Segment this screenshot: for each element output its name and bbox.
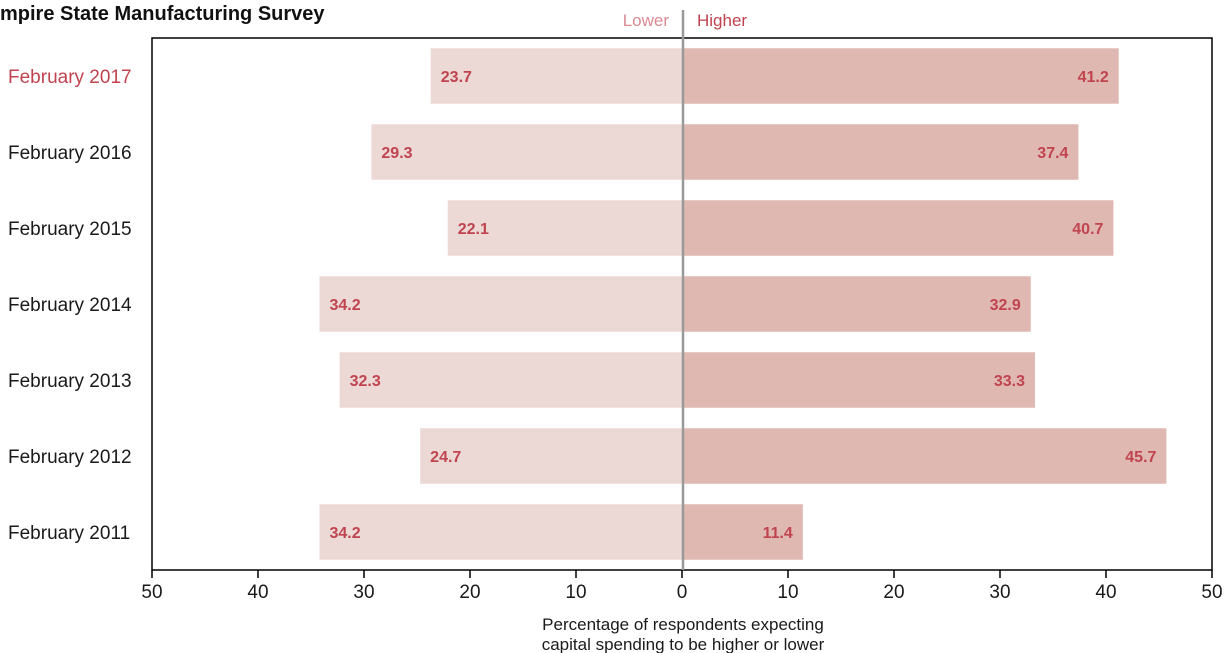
category-label: February 2011 bbox=[8, 523, 130, 544]
bar-higher bbox=[682, 276, 1031, 332]
bars-layer: 23.7 41.2 29.3 37.4 22.1 40.7 34.2 32.9 32.3 33.3… bbox=[319, 48, 1167, 560]
bar-lower bbox=[319, 504, 682, 560]
value-label-higher: 33.3 bbox=[994, 373, 1025, 390]
bar-higher bbox=[682, 504, 803, 560]
value-label-higher: 32.9 bbox=[990, 297, 1021, 314]
value-label-higher: 40.7 bbox=[1072, 221, 1103, 238]
x-tick-label: 10 bbox=[565, 582, 586, 603]
category-label: February 2016 bbox=[8, 143, 132, 164]
bar-lower bbox=[430, 48, 682, 104]
category-label: February 2013 bbox=[8, 371, 132, 392]
value-label-lower: 23.7 bbox=[441, 69, 472, 86]
bar-lower bbox=[339, 352, 682, 408]
category-label: February 2014 bbox=[8, 295, 132, 316]
x-tick-label: 10 bbox=[777, 582, 798, 603]
x-tick-label: 30 bbox=[353, 582, 374, 603]
value-label-lower: 32.3 bbox=[350, 373, 381, 390]
bar-lower bbox=[319, 276, 682, 332]
x-tick-label: 0 bbox=[677, 582, 688, 603]
x-tick-label: 50 bbox=[141, 582, 162, 603]
category-label: February 2015 bbox=[8, 219, 132, 240]
bar-higher bbox=[682, 352, 1035, 408]
value-label-lower: 29.3 bbox=[381, 145, 412, 162]
category-label: February 2017 bbox=[8, 67, 132, 88]
bar-higher bbox=[682, 428, 1167, 484]
x-axis-label-line-2: capital spending to be higher or lower bbox=[542, 635, 825, 653]
value-label-higher: 41.2 bbox=[1078, 69, 1109, 86]
x-tick-label: 40 bbox=[247, 582, 268, 603]
bar-higher bbox=[682, 124, 1079, 180]
x-tick-label: 50 bbox=[1201, 582, 1222, 603]
value-label-lower: 22.1 bbox=[458, 221, 489, 238]
x-tick-label: 20 bbox=[883, 582, 904, 603]
category-label: February 2012 bbox=[8, 447, 132, 468]
x-tick-label: 30 bbox=[989, 582, 1010, 603]
bar-lower bbox=[420, 428, 682, 484]
value-label-lower: 24.7 bbox=[430, 449, 461, 466]
value-label-higher: 37.4 bbox=[1037, 145, 1068, 162]
higher-side-label: Higher bbox=[697, 11, 747, 30]
row-labels: February 2017 February 2016 February 2015 F… bbox=[8, 67, 132, 544]
chart-title: mpire State Manufacturing Survey bbox=[0, 3, 325, 25]
x-tick-label: 40 bbox=[1095, 582, 1116, 603]
x-tick-label: 20 bbox=[459, 582, 480, 603]
bar-lower bbox=[371, 124, 682, 180]
lower-side-label: Lower bbox=[623, 11, 670, 30]
bar-higher bbox=[682, 200, 1114, 256]
bar-higher bbox=[682, 48, 1119, 104]
value-label-higher: 45.7 bbox=[1125, 449, 1156, 466]
value-label-lower: 34.2 bbox=[329, 525, 360, 542]
bar-lower bbox=[447, 200, 682, 256]
x-axis: 50 40 30 20 10 0 10 20 30 40 50 bbox=[141, 570, 1223, 603]
value-label-lower: 34.2 bbox=[329, 297, 360, 314]
x-axis-label-line-1: Percentage of respondents expecting bbox=[542, 615, 824, 634]
value-label-higher: 11.4 bbox=[763, 525, 793, 542]
